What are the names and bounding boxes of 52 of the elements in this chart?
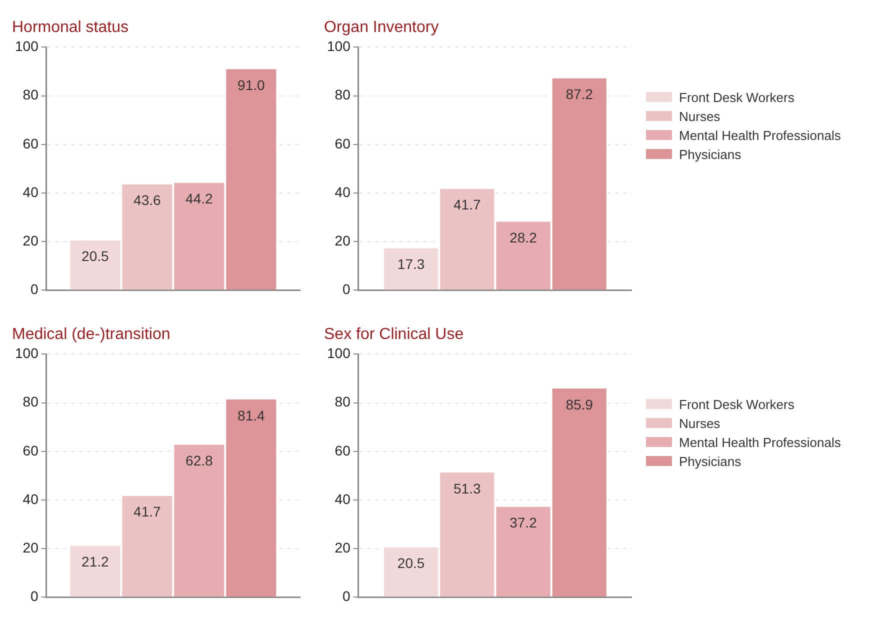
data-label: 21.2 — [82, 554, 110, 570]
data-label: 87.2 — [566, 86, 594, 102]
legend-label: Physicians — [679, 454, 742, 468]
y-tick-label: 40 — [22, 490, 39, 507]
y-tick-label: 80 — [22, 86, 39, 103]
chart-title: Sex for Clinical Use — [324, 326, 464, 344]
y-tick-label: 100 — [327, 38, 351, 54]
legend-label: Front Desk Workers — [679, 90, 794, 104]
data-label: 43.6 — [134, 192, 162, 208]
y-tick-label: 20 — [22, 232, 39, 248]
data-label: 28.2 — [510, 230, 538, 246]
data-label: 20.5 — [82, 248, 110, 264]
y-tick-label: 60 — [22, 135, 39, 152]
chart-title: Organ Inventory — [324, 19, 439, 36]
y-tick-label: 40 — [22, 184, 39, 200]
y-tick-label: 0 — [342, 281, 351, 298]
data-label: 81.4 — [238, 407, 266, 424]
y-tick-label: 100 — [327, 345, 351, 362]
legend-label: Nurses — [679, 416, 720, 430]
y-tick-label: 20 — [22, 539, 39, 556]
y-tick-label: 40 — [334, 184, 351, 200]
y-tick-label: 40 — [334, 490, 351, 507]
y-tick-label: 100 — [15, 38, 39, 54]
y-tick-label: 0 — [342, 588, 351, 604]
data-label: 41.7 — [134, 504, 162, 520]
data-label: 44.2 — [186, 190, 214, 207]
data-label: 17.3 — [397, 256, 425, 272]
data-label: 91.0 — [238, 76, 266, 93]
data-label: 41.7 — [454, 196, 481, 213]
legend-label: Mental Health Professionals — [679, 128, 841, 142]
y-tick-label: 80 — [334, 86, 351, 103]
y-tick-label: 20 — [334, 539, 351, 556]
y-tick-label: 80 — [334, 394, 351, 410]
legend-label: Mental Health Professionals — [679, 434, 841, 450]
y-tick-label: 60 — [334, 442, 351, 458]
data-label: 51.3 — [454, 480, 481, 496]
data-label: 85.9 — [566, 396, 594, 412]
chart-title: Hormonal status — [12, 19, 128, 36]
y-tick-label: 80 — [22, 394, 39, 410]
legend-label: Physicians — [679, 146, 742, 162]
y-tick-label: 0 — [30, 588, 39, 604]
y-tick-label: 60 — [334, 135, 351, 152]
data-label: 20.5 — [397, 555, 425, 572]
legend-label: Nurses — [679, 108, 720, 124]
y-tick-label: 20 — [334, 232, 351, 248]
chart-title: Medical (de-)transition — [12, 326, 170, 344]
y-tick-label: 60 — [22, 442, 39, 458]
legend-label: Front Desk Workers — [679, 396, 794, 412]
y-tick-label: 100 — [15, 345, 39, 362]
y-tick-label: 0 — [30, 281, 39, 298]
data-label: 62.8 — [186, 452, 214, 468]
data-label: 37.2 — [510, 514, 538, 531]
